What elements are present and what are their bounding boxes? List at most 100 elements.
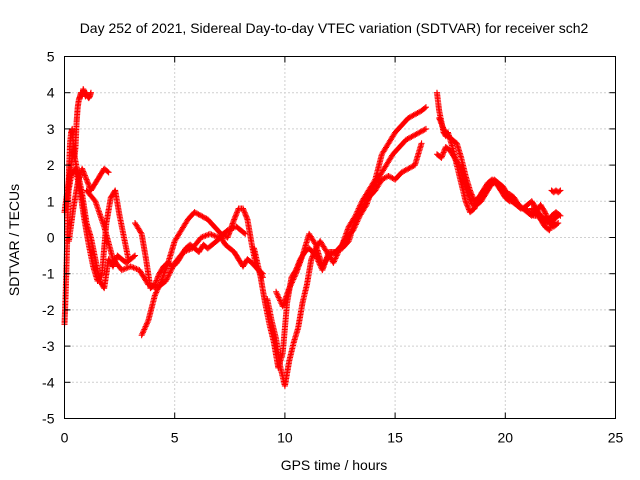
data-point <box>196 212 203 219</box>
data-point <box>233 209 240 216</box>
data-point <box>138 332 145 339</box>
data-point <box>286 285 293 292</box>
data-point <box>289 277 296 284</box>
data-point <box>439 123 446 130</box>
data-point <box>378 176 385 183</box>
data-point <box>555 220 562 227</box>
data-point <box>194 210 201 217</box>
data-point <box>465 205 472 212</box>
data-point <box>436 116 443 123</box>
data-point <box>104 168 111 175</box>
data-point <box>409 163 416 170</box>
data-point <box>309 253 316 260</box>
data-point <box>557 187 564 194</box>
data-point <box>335 247 342 254</box>
data-point <box>167 268 174 275</box>
data-point <box>415 109 422 116</box>
data-point <box>406 114 413 121</box>
data-point <box>331 249 338 256</box>
data-point <box>388 174 395 181</box>
chart-title: Day 252 of 2021, Sidereal Day-to-day VTE… <box>80 20 589 36</box>
data-point <box>437 117 444 124</box>
data-point <box>409 133 416 140</box>
data-point <box>231 215 238 222</box>
data-point <box>380 175 387 182</box>
data-point <box>327 251 334 258</box>
data-point <box>410 112 417 119</box>
data-point <box>332 255 339 262</box>
data-point <box>109 263 116 270</box>
data-point <box>241 208 248 215</box>
data-point <box>157 279 164 286</box>
data-point <box>233 210 240 217</box>
data-point <box>402 167 409 174</box>
data-point <box>155 283 162 290</box>
y-tick-label: -5 <box>42 411 55 427</box>
data-point <box>331 258 338 265</box>
x-tick-label: 10 <box>277 430 293 446</box>
data-point <box>82 175 89 182</box>
data-point <box>151 292 158 299</box>
data-point <box>132 252 139 259</box>
data-point <box>440 150 447 157</box>
data-point <box>288 280 295 287</box>
data-point <box>557 212 564 219</box>
data-point <box>386 173 393 180</box>
data-point <box>544 215 551 222</box>
data-point <box>385 172 392 179</box>
data-point <box>329 250 336 257</box>
data-point <box>241 229 248 236</box>
data-point <box>275 294 282 301</box>
data-point <box>165 272 172 279</box>
data-point <box>469 194 476 201</box>
data-point <box>87 89 94 96</box>
data-point <box>98 271 105 278</box>
data-point <box>81 171 88 178</box>
data-point <box>191 209 198 216</box>
data-point <box>556 211 563 218</box>
data-point <box>243 213 250 220</box>
data-point <box>471 205 478 212</box>
data-point <box>467 188 474 195</box>
data-point <box>137 229 144 236</box>
x-axis-label: GPS time / hours <box>281 457 388 473</box>
data-point <box>421 126 428 133</box>
data-point <box>422 125 429 132</box>
data-point <box>413 130 420 137</box>
data-point <box>543 211 550 218</box>
data-point <box>438 153 445 160</box>
data-point <box>408 133 415 140</box>
data-point <box>234 208 241 215</box>
data-point <box>273 288 280 295</box>
y-tick-label: -4 <box>42 374 55 390</box>
data-point <box>405 165 412 172</box>
data-point <box>231 216 238 223</box>
data-point <box>417 128 424 135</box>
data-point <box>398 169 405 176</box>
data-point <box>331 256 338 263</box>
data-point <box>437 119 444 126</box>
data-point <box>311 240 318 247</box>
data-point <box>325 252 332 259</box>
data-point <box>422 104 429 111</box>
data-point <box>198 212 205 219</box>
data-point <box>202 214 209 221</box>
data-point <box>404 136 411 143</box>
data-point <box>143 322 150 329</box>
data-point <box>440 124 447 131</box>
y-tick-label: -2 <box>42 302 55 318</box>
data-point <box>544 214 551 221</box>
data-point <box>336 246 343 253</box>
data-point <box>290 275 297 282</box>
grid-lines <box>64 56 616 419</box>
data-point <box>413 110 420 117</box>
y-tick-label: -1 <box>42 266 55 282</box>
data-point <box>156 282 163 289</box>
x-tick-label: 0 <box>61 430 69 446</box>
data-point <box>409 112 416 119</box>
data-point <box>330 259 337 266</box>
data-point <box>290 276 297 283</box>
data-point <box>436 115 443 122</box>
data-point <box>292 272 299 279</box>
